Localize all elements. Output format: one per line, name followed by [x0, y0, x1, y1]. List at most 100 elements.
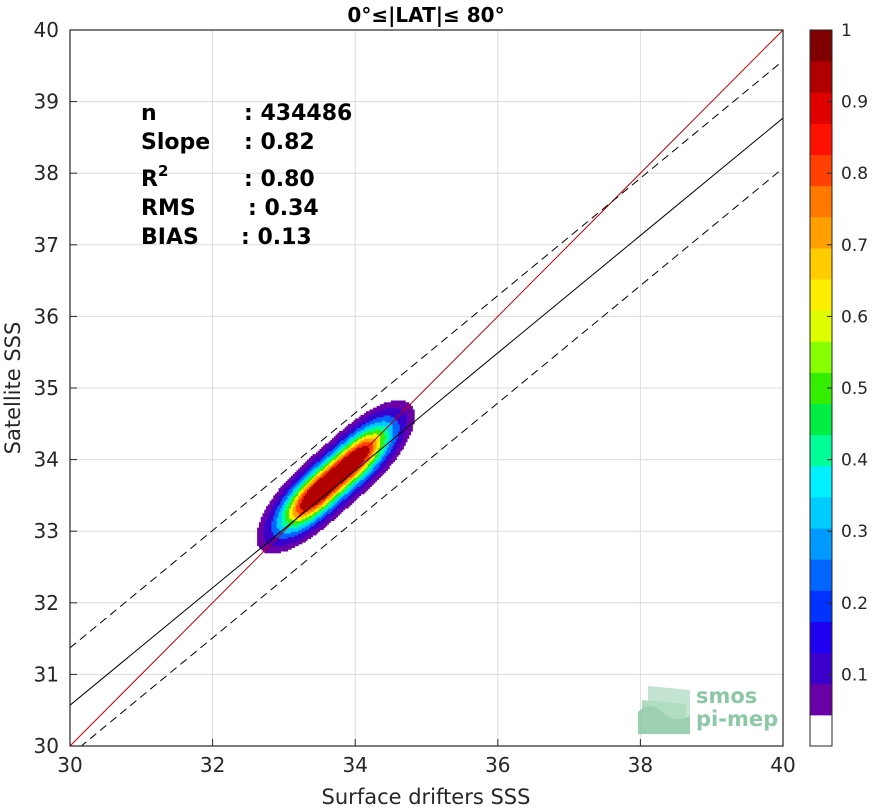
density-cell — [394, 402, 397, 405]
density-cell — [264, 518, 267, 522]
density-cell — [339, 482, 342, 486]
density-cell — [371, 414, 374, 418]
density-cell — [303, 529, 306, 532]
density-cell — [348, 438, 351, 441]
density-cell — [283, 511, 287, 514]
density-cell — [353, 441, 356, 445]
density-cell — [374, 475, 378, 479]
density-cell — [278, 488, 281, 491]
density-cell — [274, 550, 278, 554]
density-cell — [401, 402, 404, 405]
density-cell — [371, 452, 374, 455]
density-cell — [305, 513, 308, 516]
density-cell — [292, 482, 296, 486]
density-cell — [262, 534, 265, 538]
density-cell — [274, 524, 278, 527]
density-cell — [376, 438, 379, 441]
density-cell — [319, 468, 322, 471]
density-cell — [296, 532, 299, 536]
density-cell — [392, 404, 396, 407]
density-cell — [310, 509, 314, 513]
density-cell — [351, 464, 355, 468]
density-cell — [303, 513, 306, 516]
density-cell — [403, 427, 406, 430]
density-cell — [289, 532, 292, 536]
density-cell — [396, 429, 399, 432]
density-cell — [299, 504, 303, 507]
density-cell — [340, 443, 344, 446]
density-cell — [333, 452, 337, 455]
density-cell — [257, 536, 260, 539]
density-cell — [289, 498, 292, 502]
density-cell — [333, 500, 337, 504]
density-cell — [305, 527, 308, 531]
density-cell — [349, 454, 353, 457]
density-cell — [305, 534, 308, 538]
density-cell — [371, 438, 374, 441]
density-cell — [365, 425, 369, 428]
density-cell — [371, 459, 374, 462]
density-cell — [389, 438, 392, 441]
density-cell — [317, 463, 321, 466]
density-cell — [346, 486, 349, 489]
density-cell — [312, 454, 315, 457]
density-cell — [310, 498, 314, 502]
density-cell — [285, 516, 289, 520]
density-cell — [406, 407, 410, 411]
density-cell — [349, 459, 353, 462]
density-cell — [333, 507, 337, 511]
density-cell — [315, 456, 319, 459]
density-cell — [356, 481, 360, 484]
density-cell — [258, 536, 262, 539]
density-cell — [269, 549, 273, 552]
density-cell — [387, 436, 390, 439]
density-cell — [373, 454, 376, 457]
density-cell — [340, 477, 344, 480]
density-cell — [301, 516, 305, 520]
density-cell — [280, 515, 283, 518]
density-cell — [349, 491, 353, 495]
density-cell — [348, 432, 351, 436]
density-cell — [364, 477, 367, 480]
density-cell — [339, 468, 342, 471]
density-cell — [301, 531, 305, 534]
density-cell — [333, 491, 337, 495]
density-cell — [258, 543, 262, 547]
density-cell — [323, 477, 326, 480]
density-cell — [303, 470, 306, 473]
density-cell — [353, 479, 356, 482]
density-cell — [390, 430, 394, 434]
density-cell — [353, 450, 356, 454]
density-cell — [412, 409, 415, 412]
density-cell — [328, 457, 331, 461]
density-cell — [292, 524, 296, 527]
density-cell — [380, 464, 383, 468]
density-cell — [337, 436, 340, 439]
density-cell — [303, 531, 306, 534]
density-cell — [390, 416, 394, 420]
density-cell — [378, 427, 381, 430]
stat-value: : 0.13 — [241, 225, 312, 250]
density-cell — [355, 486, 358, 489]
density-cell — [283, 532, 287, 536]
density-cell — [283, 549, 287, 552]
density-cell — [351, 463, 355, 466]
density-cell — [362, 473, 365, 477]
density-cell — [257, 527, 260, 531]
density-cell — [330, 454, 333, 457]
density-cell — [274, 500, 278, 504]
density-cell — [396, 400, 399, 403]
density-cell — [408, 414, 412, 418]
density-cell — [314, 482, 317, 486]
density-cell — [360, 441, 363, 445]
density-cell — [298, 520, 301, 523]
density-cell — [280, 506, 283, 509]
density-cell — [397, 416, 401, 420]
density-cell — [335, 447, 338, 450]
density-cell — [321, 466, 324, 470]
density-cell — [335, 493, 338, 496]
density-cell — [301, 515, 305, 518]
density-cell — [373, 472, 376, 475]
density-cell — [280, 488, 283, 491]
density-cell — [312, 472, 315, 475]
